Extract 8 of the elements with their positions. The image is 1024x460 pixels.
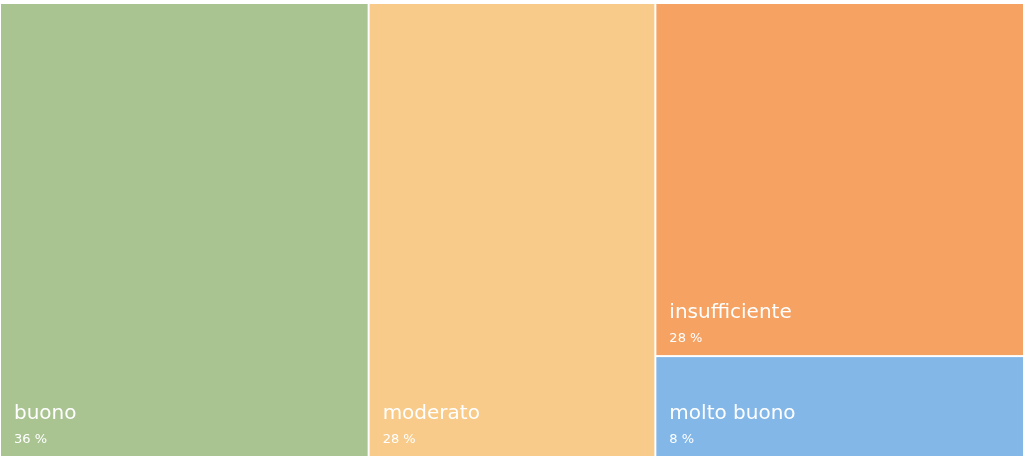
category-label: buono [14, 400, 77, 424]
category-label: insufficiente [669, 299, 792, 324]
data-label: 28 % [669, 330, 703, 346]
data-label: 28 % [382, 431, 416, 446]
data-label: 36 % [14, 431, 48, 446]
data-label: 8 % [669, 431, 695, 446]
category-label: moderato [382, 400, 480, 424]
category-label: molto buono [669, 400, 796, 424]
